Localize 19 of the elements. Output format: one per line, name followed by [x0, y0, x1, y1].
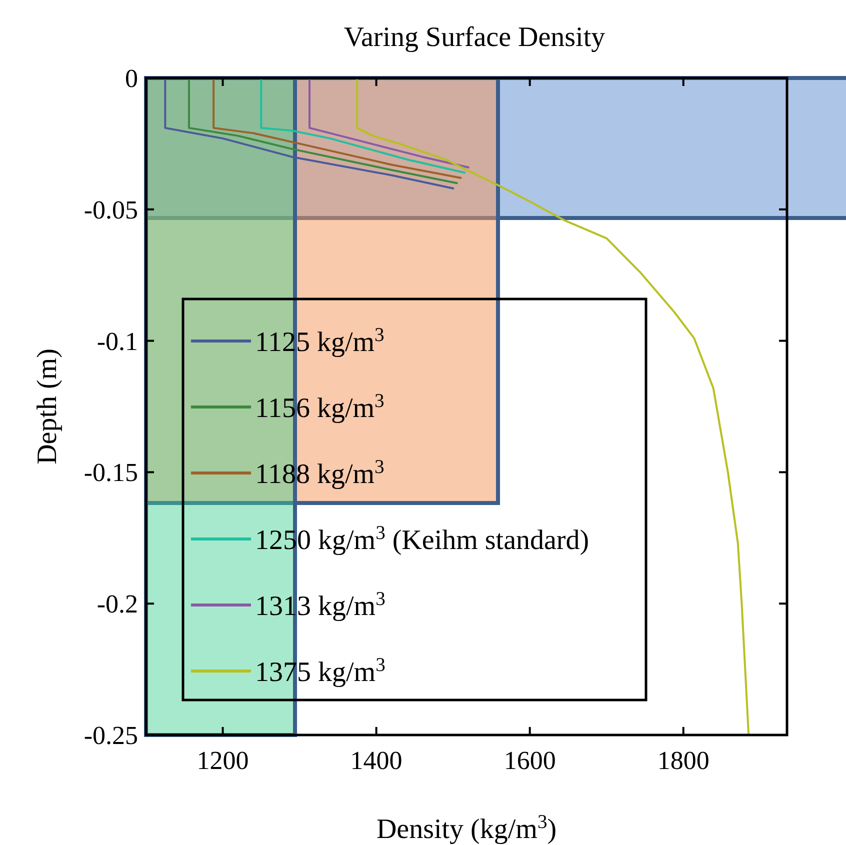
x-axis-title: Density (kg/m$^{3}$) — [376, 812, 557, 845]
y-axis-title: Depth (m) — [32, 348, 63, 464]
legend-label: 1188 kg/m$^{3}$ — [255, 456, 385, 490]
y-tick-label: -0.25 — [84, 721, 138, 750]
y-tick-label: -0.1 — [96, 326, 138, 356]
legend-label: 1125 kg/m$^{3}$ — [255, 324, 385, 358]
chart-title: Varing Surface Density — [344, 22, 606, 53]
legend-label: 1156 kg/m$^{3}$ — [255, 390, 385, 424]
y-tick-label: -0.15 — [84, 458, 138, 488]
y-tick-label: -0.05 — [84, 195, 138, 224]
x-tick-label: 1800 — [657, 746, 710, 775]
x-tick-label: 1200 — [196, 746, 249, 775]
x-tick-label: 1400 — [350, 746, 402, 775]
x-tick-label: 1600 — [504, 746, 556, 775]
line-series — [212, 78, 462, 179]
y-tick-label: -0.2 — [96, 590, 138, 619]
y-tick-label: 0 — [125, 64, 138, 93]
line-series — [260, 78, 466, 174]
line-series — [308, 78, 470, 168]
